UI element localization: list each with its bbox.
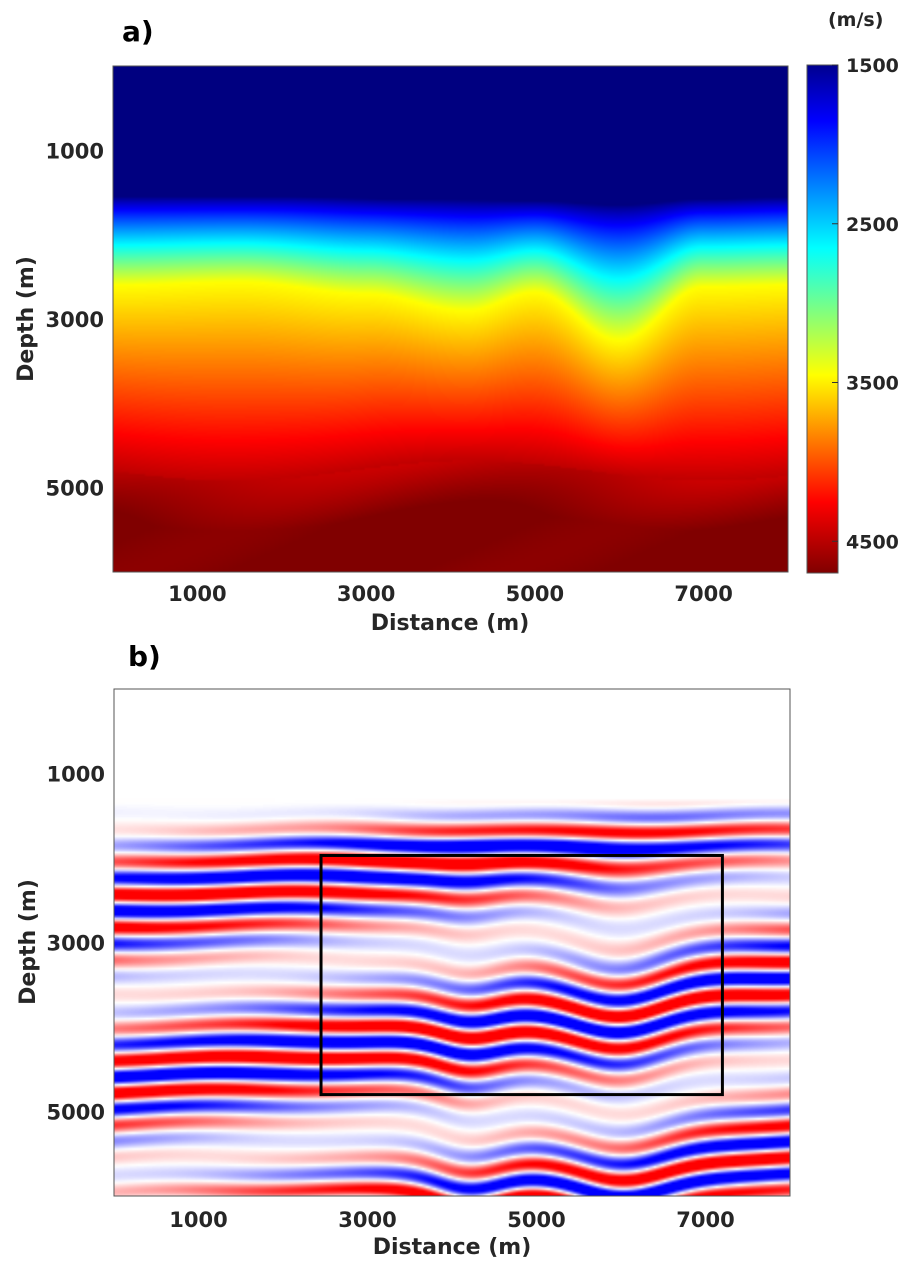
x-tick-label: 1000	[168, 582, 226, 606]
panel-label-a: a)	[122, 15, 154, 48]
y-tick-label: 1000	[47, 763, 105, 787]
plot-frame-a	[112, 65, 789, 573]
colorbar-bar	[806, 64, 839, 574]
y-ticks-a: 1000 3000 5000	[46, 139, 104, 500]
colorbar-tick-label: 2500	[846, 214, 899, 236]
annotation-box	[319, 853, 724, 1097]
colorbar-ticks: 1500 2500 3500 4500	[832, 55, 899, 553]
seismic-image	[114, 689, 790, 1196]
y-tick-label: 1000	[46, 139, 104, 163]
x-tick-label: 7000	[674, 582, 732, 606]
velocity-image	[113, 66, 788, 572]
x-tick-label: 7000	[676, 1208, 734, 1232]
x-ticks-b: 1000 3000 5000 7000	[169, 1208, 734, 1232]
colorbar-tick-label: 3500	[846, 373, 899, 395]
colorbar-unit: (m/s)	[828, 9, 883, 31]
x-tick-label: 3000	[337, 582, 395, 606]
y-tick-label: 5000	[47, 1101, 105, 1125]
panel-label-b: b)	[128, 640, 161, 673]
colorbar: (m/s) 1500 2500 3500 4500	[806, 9, 899, 574]
y-ticks-b: 1000 3000 5000	[47, 763, 105, 1125]
y-tick-label: 5000	[46, 477, 104, 501]
y-tick-label: 3000	[46, 308, 104, 332]
x-tick-label: 5000	[506, 582, 564, 606]
x-tick-label: 3000	[338, 1208, 396, 1232]
x-axis-label-b: Distance (m)	[373, 1235, 532, 1260]
x-ticks-a: 1000 3000 5000 7000	[168, 582, 733, 606]
x-axis-label-a: Distance (m)	[371, 611, 530, 636]
velocity-heatmap	[113, 66, 788, 572]
y-axis-label-a: Depth (m)	[14, 256, 39, 382]
colorbar-tick-label: 4500	[846, 531, 899, 553]
colorbar-tick-label: 1500	[846, 55, 899, 77]
x-tick-label: 1000	[169, 1208, 227, 1232]
y-axis-label-b: Depth (m)	[16, 879, 41, 1005]
y-tick-label: 3000	[47, 932, 105, 956]
plot-frame-b	[113, 688, 791, 1197]
x-tick-label: 5000	[507, 1208, 565, 1232]
seismic-image-raster	[114, 689, 790, 1196]
